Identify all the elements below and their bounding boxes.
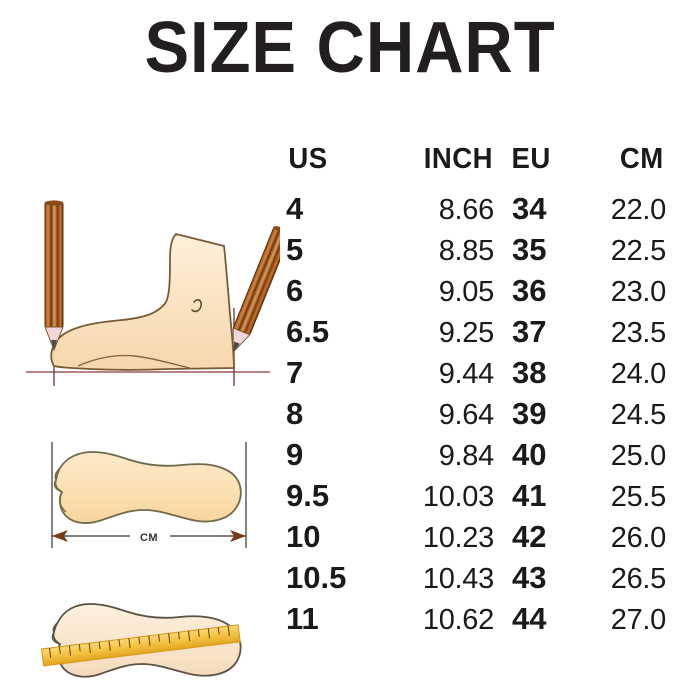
cell-cm: 22.0: [610, 194, 667, 226]
cm-dimension-label: CM: [140, 532, 158, 544]
cell-eu: 38: [511, 355, 547, 390]
cell-inch: 9.64: [438, 399, 495, 431]
table-row: 10 10.23 42 26.0: [286, 519, 666, 560]
page-title: SIZE CHART: [144, 8, 556, 88]
cell-cm: 23.5: [610, 317, 667, 349]
table-row: 11 10.62 44 27.0: [286, 601, 666, 642]
cell-eu: 42: [511, 519, 547, 554]
pencil-left: [44, 200, 64, 352]
cell-inch: 10.43: [422, 563, 494, 595]
table-row: 5 8.85 35 22.5: [286, 232, 666, 273]
table-row: 6.5 9.25 37 23.5: [286, 314, 666, 355]
foot-side-view-illustration: [18, 190, 280, 400]
cell-cm: 24.5: [610, 399, 667, 431]
cm-arrow-left: [52, 530, 68, 542]
cell-us: 9.5: [286, 478, 330, 513]
cell-us: 6.5: [286, 314, 330, 349]
footprint-tape-illustration: [18, 580, 280, 695]
column-header-cm: CM: [620, 143, 664, 175]
table-row: 10.5 10.43 43 26.5: [286, 560, 666, 601]
cell-inch: 9.25: [438, 317, 495, 349]
cell-us: 8: [286, 396, 304, 431]
cell-cm: 26.5: [610, 563, 667, 595]
cell-us: 5: [286, 232, 304, 267]
column-header-us: US: [288, 143, 328, 175]
cell-eu: 37: [511, 314, 547, 349]
cell-eu: 36: [511, 273, 547, 308]
cell-eu: 39: [511, 396, 547, 431]
cell-eu: 44: [511, 601, 547, 636]
column-header-inch: INCH: [424, 143, 494, 175]
table-row: 4 8.66 34 22.0: [286, 191, 666, 232]
tape-body: [40, 624, 241, 667]
cm-arrow-right: [230, 530, 246, 542]
tape-ticks: [48, 626, 230, 659]
cell-us: 9: [286, 437, 304, 472]
cell-eu: 34: [511, 191, 547, 226]
cell-inch: 9.44: [438, 358, 495, 390]
cell-inch: 10.23: [422, 522, 494, 554]
cell-eu: 35: [511, 232, 547, 267]
footprint-dimension-illustration: CM: [18, 420, 280, 570]
measuring-tape: [40, 624, 241, 667]
cell-us: 6: [286, 273, 304, 308]
table-row: 8 9.64 39 24.5: [286, 396, 666, 437]
cell-cm: 23.0: [610, 276, 667, 308]
cell-us: 10.5: [286, 560, 347, 595]
cell-inch: 9.84: [438, 440, 495, 472]
size-table: US INCH EU CM 4 8.66 34 22.0 5 8.85 35 2…: [286, 143, 666, 642]
cell-inch: 8.66: [438, 194, 495, 226]
cell-us: 7: [286, 355, 304, 390]
table-header-row: US INCH EU CM: [286, 143, 666, 191]
cell-eu: 41: [511, 478, 547, 513]
cell-cm: 24.0: [610, 358, 667, 390]
cell-inch: 9.05: [438, 276, 495, 308]
cell-cm: 25.5: [610, 481, 667, 513]
table-row: 7 9.44 38 24.0: [286, 355, 666, 396]
cell-us: 11: [286, 601, 319, 636]
cell-us: 10: [286, 519, 321, 554]
foot-arch-curve: [77, 354, 191, 369]
cell-inch: 10.03: [422, 481, 494, 513]
cell-inch: 10.62: [422, 604, 494, 636]
table-row: 9 9.84 40 25.0: [286, 437, 666, 478]
cell-cm: 25.0: [610, 440, 667, 472]
cell-us: 4: [286, 191, 304, 226]
cell-inch: 8.85: [438, 235, 495, 267]
cell-cm: 22.5: [610, 235, 667, 267]
table-row: 9.5 10.03 41 25.5: [286, 478, 666, 519]
ankle-bone-mark: [191, 299, 202, 313]
cell-eu: 40: [511, 437, 547, 472]
cell-cm: 27.0: [610, 604, 667, 636]
table-row: 6 9.05 36 23.0: [286, 273, 666, 314]
cell-eu: 43: [511, 560, 547, 595]
column-header-eu: EU: [511, 143, 551, 175]
foot-profile-shape: [50, 233, 235, 371]
footprint-shape: [54, 451, 242, 524]
cell-cm: 26.0: [610, 522, 667, 554]
pencil-right: [232, 226, 280, 354]
toe-notches: [53, 467, 67, 513]
